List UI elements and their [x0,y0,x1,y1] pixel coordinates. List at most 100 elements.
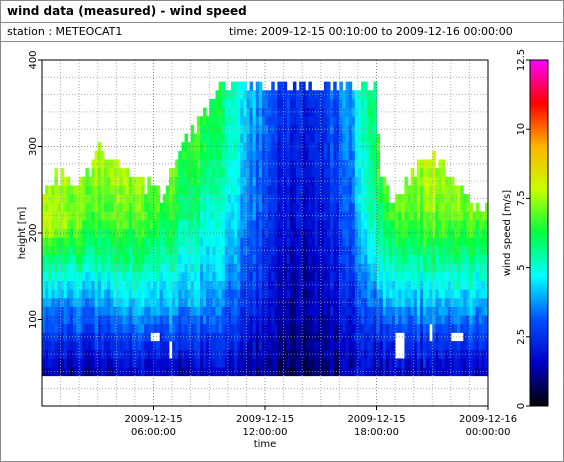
heatmap-cell [116,228,120,238]
heatmap-cell [230,341,235,351]
heatmap-cell [131,245,136,256]
heatmap-cell [116,280,120,290]
heatmap-cell [60,176,65,186]
heatmap-cell [237,237,241,247]
heatmap-cell [367,323,371,333]
heatmap-cell [410,341,415,351]
heatmap-cell [280,341,285,351]
heatmap-cell [454,263,458,273]
heatmap-cell [60,168,65,178]
heatmap-cell [131,176,136,186]
heatmap-cell [252,332,257,342]
heatmap-cell [103,202,108,212]
heatmap-cell [333,306,337,316]
heatmap-cell [361,168,365,178]
heatmap-cell [357,150,362,160]
heatmap-cell [209,220,213,230]
heatmap-cell [348,341,353,351]
heatmap-cell [320,297,325,307]
heatmap-cell [277,323,281,333]
heatmap-cell [466,323,470,333]
heatmap-cell [327,315,331,325]
heatmap-cell [277,237,281,247]
heatmap-cell [314,237,319,247]
heatmap-cell [354,367,359,377]
heatmap-cell [243,341,247,351]
heatmap-cell [240,98,244,108]
heatmap-cell [339,323,343,333]
heatmap-cell [311,280,316,290]
heatmap-cell [385,289,390,299]
heatmap-cell [255,142,260,152]
heatmap-cell [314,323,319,333]
heatmap-cell [54,202,58,212]
heatmap-cell [364,254,368,264]
heatmap-cell [116,332,120,342]
heatmap-cell [69,263,74,273]
heatmap-cell [209,168,213,178]
heatmap-cell [196,271,201,281]
heatmap-cell [357,289,362,299]
heatmap-cell [481,254,486,264]
heatmap-cell [438,237,443,247]
heatmap-cell [388,237,393,247]
heatmap-cell [277,289,281,299]
heatmap-cell [289,289,294,299]
heatmap-cell [72,254,77,264]
heatmap-cell [348,332,353,342]
heatmap-cell [475,358,480,368]
heatmap-cell [243,202,247,212]
heatmap-cell [432,263,436,273]
heatmap-cell [48,254,52,264]
heatmap-cell [314,176,319,186]
heatmap-cell [212,349,216,359]
heatmap-cell [478,254,483,264]
heatmap-cell [395,306,399,316]
heatmap-cell [175,367,179,377]
heatmap-cell [327,349,331,359]
heatmap-cell [227,297,232,307]
heatmap-cell [79,194,83,204]
heatmap-cell [314,202,319,212]
heatmap-cell [342,202,346,212]
heatmap-cell [330,159,334,169]
heatmap-cell [94,168,99,178]
heatmap-cell [265,168,269,178]
heatmap-cell [327,280,331,290]
heatmap-cell [435,358,439,368]
heatmap-cell [261,341,266,351]
heatmap-cell [63,297,68,307]
heatmap-cell [327,124,331,134]
heatmap-cell [271,211,275,221]
heatmap-cell [274,185,278,195]
heatmap-cell [199,116,204,126]
heatmap-cell [172,323,176,333]
heatmap-cell [354,358,359,368]
heatmap-cell [296,202,300,212]
heatmap-cell [144,211,148,221]
heatmap-cell [423,220,427,230]
heatmap-cell [410,168,415,178]
heatmap-cell [57,220,61,230]
heatmap-cell [268,228,272,238]
heatmap-cell [69,245,74,256]
heatmap-cell [97,323,102,333]
heatmap-cell [398,220,402,230]
heatmap-cell [113,202,117,212]
heatmap-cell [116,367,120,377]
heatmap-cell [172,306,176,316]
heatmap-cell [66,306,71,316]
heatmap-cell [45,220,49,230]
heatmap-cell [45,315,49,325]
heatmap-cell [379,237,384,247]
heatmap-cell [57,297,61,307]
heatmap-cell [237,228,241,238]
heatmap-cell [268,349,272,359]
heatmap-cell [401,211,405,221]
heatmap-cell [327,142,331,152]
heatmap-cell [246,297,250,307]
heatmap-cell [311,194,316,204]
heatmap-cell [76,358,80,368]
heatmap-cell [457,211,461,221]
heatmap-cell [413,315,418,325]
